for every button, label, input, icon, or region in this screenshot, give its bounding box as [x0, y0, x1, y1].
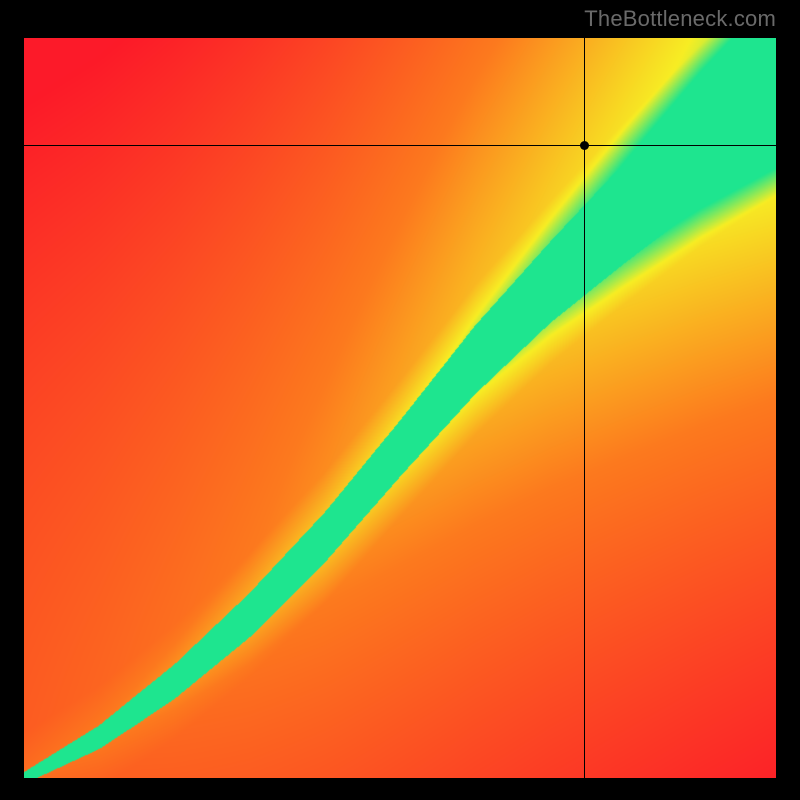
heatmap-plot — [24, 38, 776, 778]
crosshair-horizontal — [24, 145, 776, 146]
crosshair-marker — [580, 141, 589, 150]
watermark: TheBottleneck.com — [584, 6, 776, 32]
heatmap-canvas — [24, 38, 776, 778]
root: { "watermark": { "text": "TheBottleneck.… — [0, 0, 800, 800]
